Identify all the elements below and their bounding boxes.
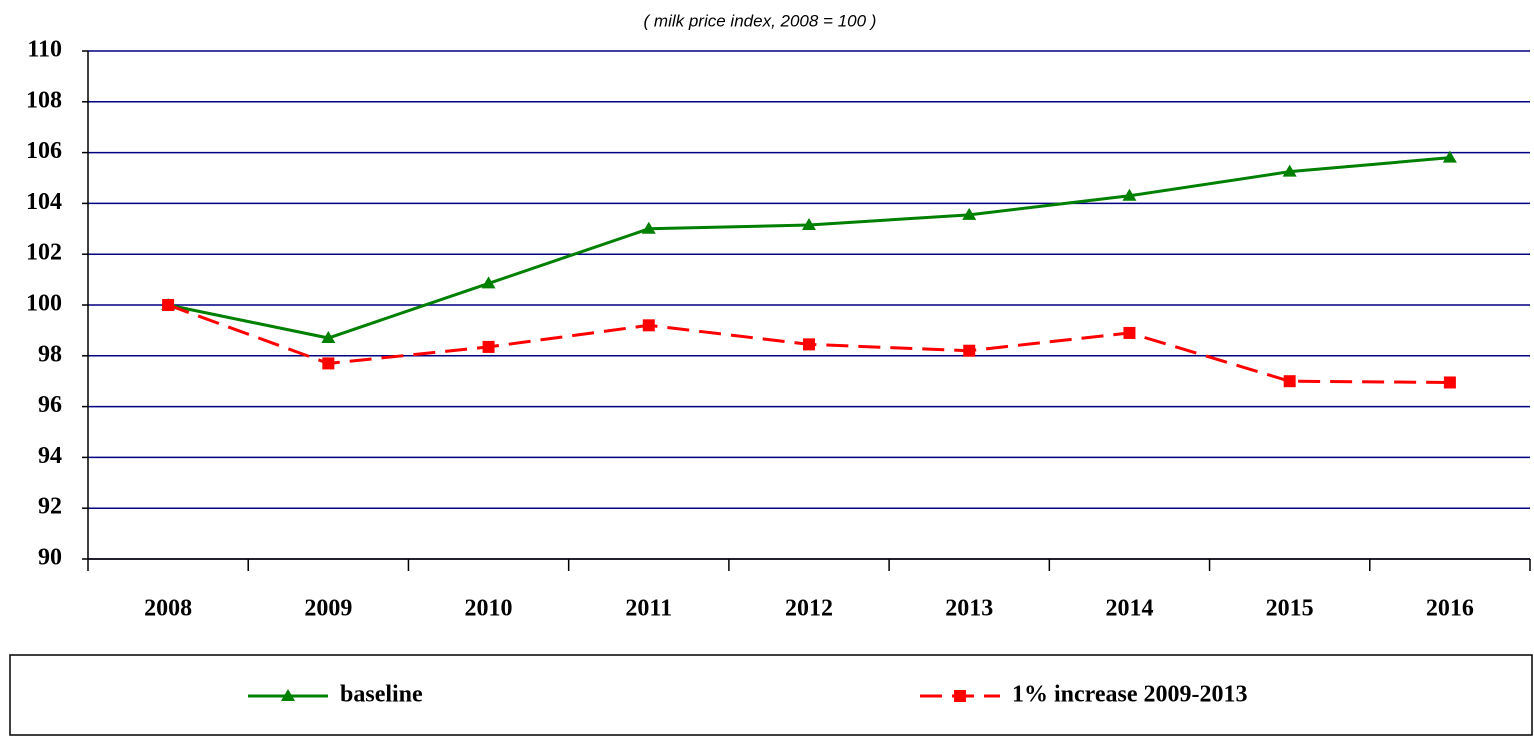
- y-tick-label: 106: [26, 138, 62, 164]
- data-point: [641, 221, 656, 234]
- data-point: [162, 299, 175, 311]
- y-tick-label: 90: [38, 545, 62, 571]
- data-point: [1123, 326, 1136, 339]
- x-tick-label: 2009: [304, 596, 352, 622]
- data-point: [1442, 150, 1457, 163]
- y-tick-label: 102: [26, 240, 62, 266]
- data-point: [1282, 164, 1297, 177]
- y-tick-label: 104: [26, 189, 62, 215]
- data-point: [642, 319, 655, 332]
- y-tick-label: 100: [26, 291, 62, 317]
- data-point: [482, 340, 495, 353]
- chart-subtitle: ( milk price index, 2008 = 100 ): [644, 11, 877, 30]
- x-tick-label: 2016: [1426, 596, 1474, 622]
- legend-marker: [954, 690, 966, 702]
- legend-label: baseline: [340, 682, 423, 708]
- data-point: [963, 344, 976, 357]
- y-tick-label: 96: [38, 392, 62, 418]
- legend-marker: [281, 689, 295, 701]
- data-point: [321, 331, 336, 344]
- x-tick-label: 2010: [465, 596, 513, 622]
- data-point: [1122, 188, 1137, 201]
- y-tick-label: 94: [38, 443, 62, 469]
- x-tick-label: 2008: [144, 596, 192, 622]
- data-point: [1283, 375, 1296, 388]
- x-tick-label: 2013: [945, 596, 993, 622]
- y-tick-label: 98: [38, 341, 62, 367]
- data-point: [962, 207, 977, 220]
- data-point: [322, 357, 335, 370]
- x-tick-label: 2012: [785, 596, 833, 622]
- data-point: [803, 338, 815, 351]
- legend-box: [9, 654, 1533, 736]
- x-tick-label: 2014: [1105, 596, 1153, 622]
- x-tick-label: 2011: [625, 596, 672, 622]
- y-tick-label: 108: [26, 87, 62, 113]
- legend-label: 1% increase 2009-2013: [1012, 682, 1248, 708]
- y-tick-label: 92: [38, 494, 62, 520]
- data-point: [1443, 376, 1456, 389]
- data-point: [802, 217, 816, 230]
- data-point: [481, 276, 496, 289]
- y-tick-label: 110: [27, 37, 62, 63]
- series-line: [167, 156, 1451, 340]
- x-tick-label: 2015: [1266, 596, 1314, 622]
